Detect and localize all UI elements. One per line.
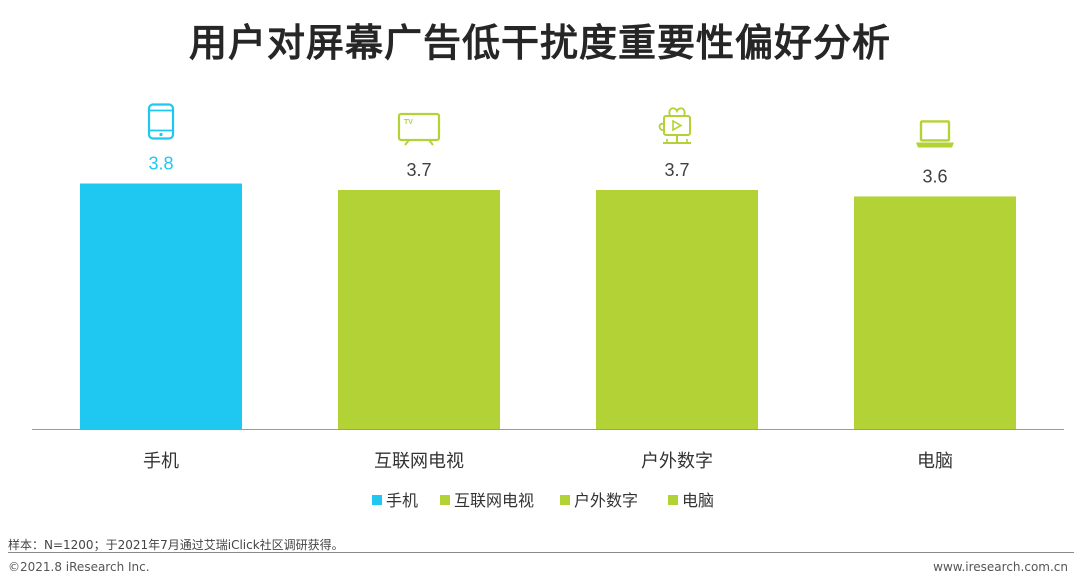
outdoor-screen-icon	[658, 107, 691, 144]
legend-swatch-2	[560, 495, 570, 505]
footer-divider	[8, 552, 1074, 553]
phone-icon	[147, 103, 175, 140]
legend-label-1: 互联网电视	[454, 491, 534, 510]
value-label-3: 3.6	[922, 166, 947, 186]
bar-3	[854, 196, 1016, 429]
category-label-1: 互联网电视	[374, 451, 464, 472]
category-label-2: 户外数字	[641, 451, 713, 472]
value-label-1: 3.7	[406, 160, 431, 180]
laptop-icon	[916, 120, 954, 148]
category-label-3: 电脑	[917, 451, 953, 472]
svg-text:TV: TV	[404, 119, 413, 126]
category-label-0: 手机	[143, 451, 179, 472]
legend-label-2: 户外数字	[574, 491, 638, 510]
copyright-text: ©2021.8 iResearch Inc.	[8, 560, 150, 574]
value-label-0: 3.8	[148, 154, 173, 174]
legend-swatch-3	[668, 495, 678, 505]
value-label-2: 3.7	[664, 160, 689, 180]
source-note: 样本：N=1200；于2021年7月通过艾瑞iClick社区调研获得。	[8, 538, 344, 552]
tv-icon: TV	[397, 112, 441, 146]
bar-2	[596, 189, 758, 429]
bar-0	[80, 183, 242, 429]
legend-swatch-0	[372, 495, 382, 505]
legend-swatch-1	[440, 495, 450, 505]
legend-label-0: 手机	[386, 491, 418, 510]
legend-label-3: 电脑	[682, 491, 714, 510]
bar-1	[338, 189, 500, 429]
chart-title: 用户对屏幕广告低干扰度重要性偏好分析	[188, 21, 891, 65]
website-link[interactable]: www.iresearch.com.cn	[933, 560, 1068, 574]
